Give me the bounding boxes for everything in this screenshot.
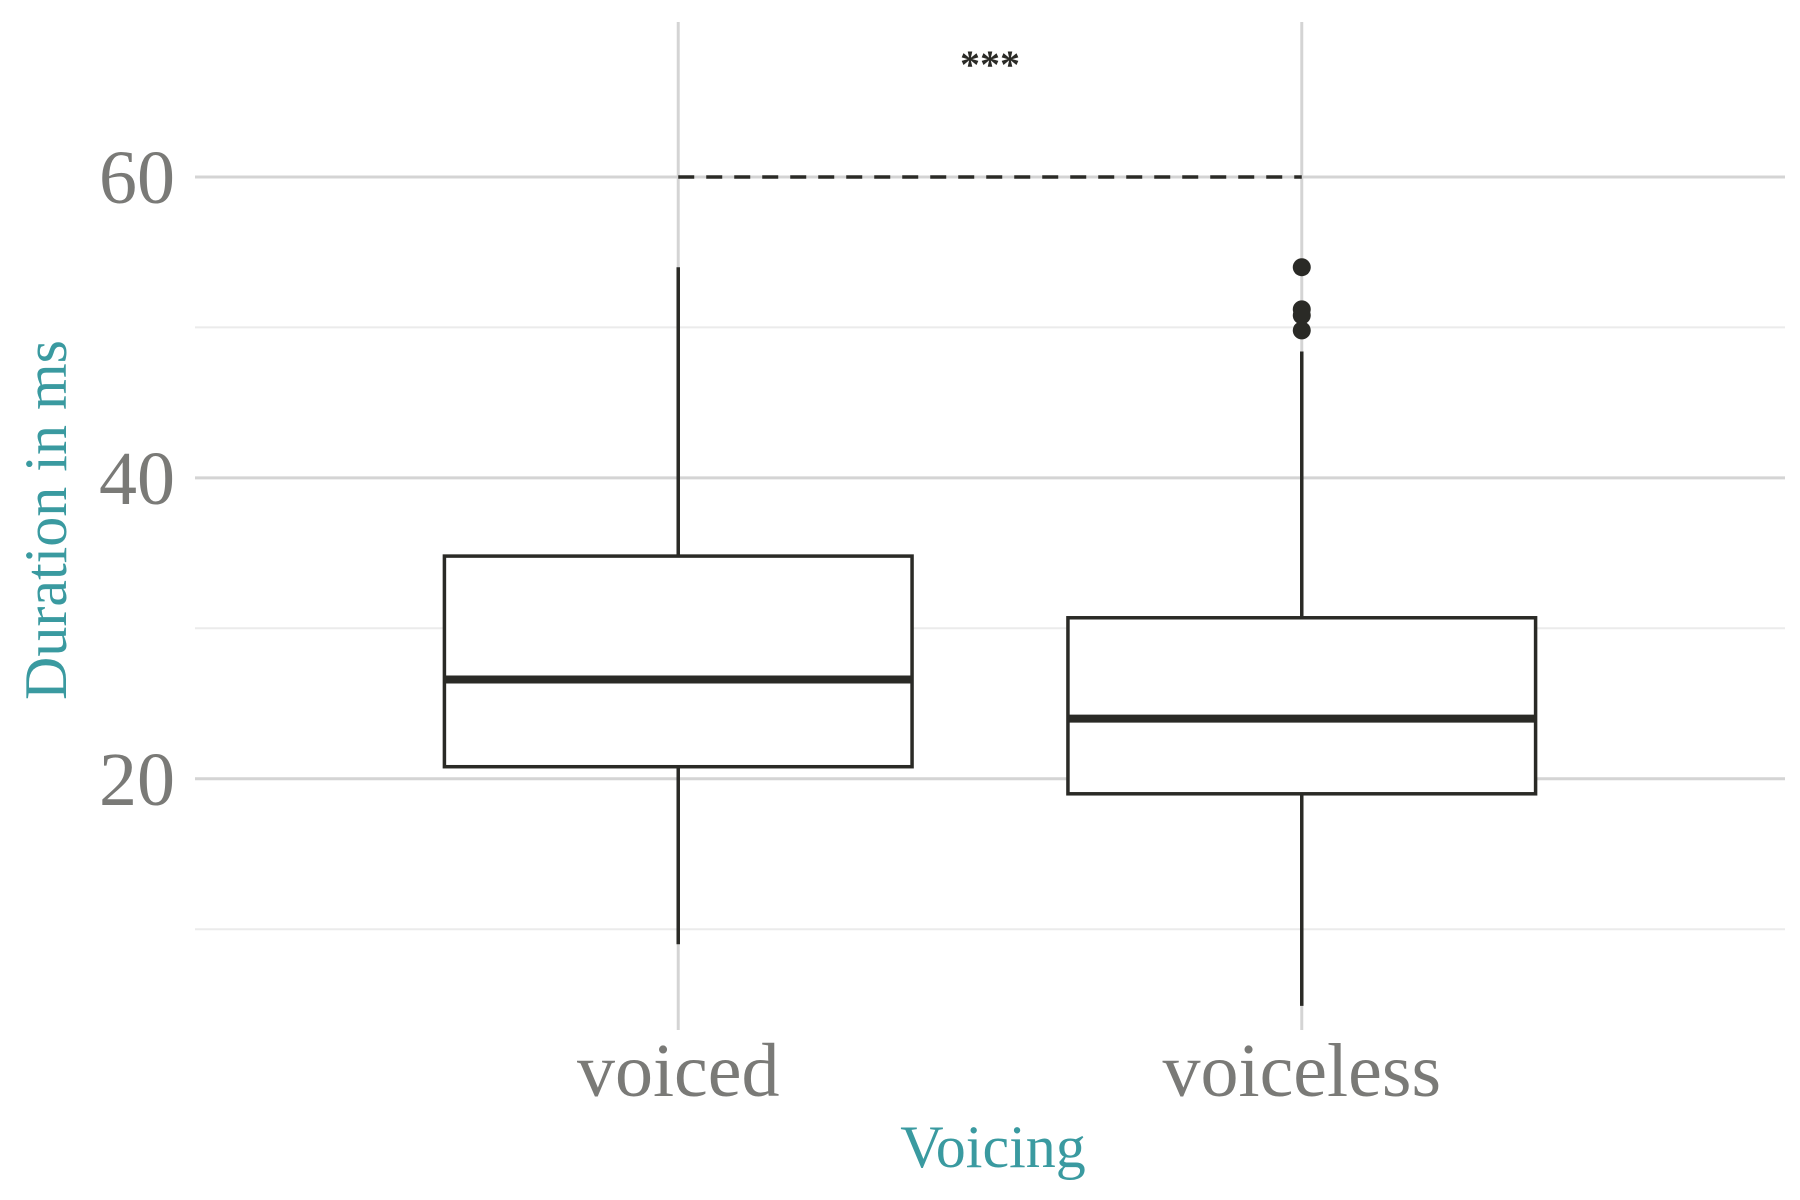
significance-label: *** bbox=[960, 42, 1020, 87]
box-voiceless bbox=[1066, 258, 1538, 1006]
x-tick-label: voiceless bbox=[1162, 1029, 1441, 1113]
y-tick-label: 40 bbox=[99, 437, 175, 521]
boxes bbox=[442, 258, 1538, 1006]
outlier-point bbox=[1292, 300, 1311, 319]
significance-bracket: *** bbox=[678, 42, 1302, 179]
box-voiced bbox=[442, 267, 914, 945]
box-iqr bbox=[442, 554, 914, 769]
y-tick-label: 20 bbox=[99, 738, 175, 822]
x-axis-ticks: voiced voiceless bbox=[577, 1029, 1441, 1113]
x-axis-title: Voicing bbox=[900, 1114, 1086, 1180]
grid bbox=[195, 22, 1785, 1030]
y-axis-title: Duration in ms bbox=[13, 340, 79, 700]
outlier-point bbox=[1292, 258, 1311, 277]
x-tick-label: voiced bbox=[577, 1029, 780, 1113]
box-iqr bbox=[1066, 616, 1538, 796]
y-axis-ticks: 20 40 60 bbox=[99, 136, 175, 822]
outlier-point bbox=[1292, 321, 1311, 340]
y-tick-label: 60 bbox=[99, 136, 175, 220]
